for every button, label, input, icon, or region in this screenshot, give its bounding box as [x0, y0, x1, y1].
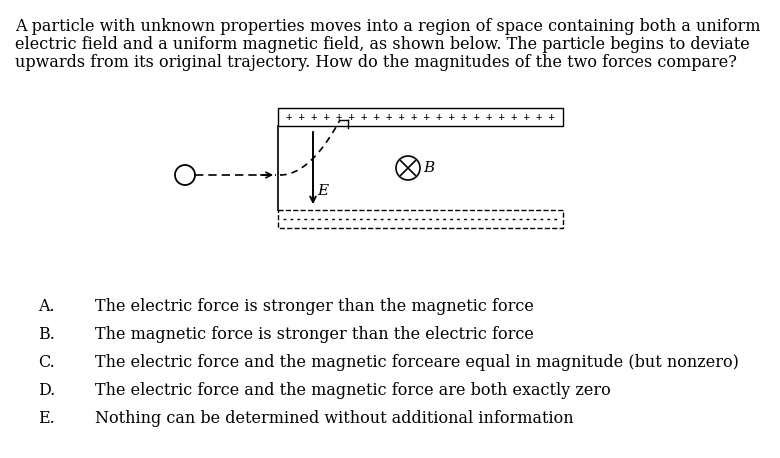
- Text: electric field and a uniform magnetic field, as shown below. The particle begins: electric field and a uniform magnetic fi…: [15, 36, 750, 53]
- Text: C.: C.: [38, 354, 55, 371]
- Text: + + + + + + + + + + + + + + + + + + + + + +: + + + + + + + + + + + + + + + + + + + + …: [286, 112, 555, 122]
- Text: The magnetic force is stronger than the electric force: The magnetic force is stronger than the …: [95, 326, 534, 343]
- Bar: [278, 108, 563, 126]
- Circle shape: [175, 165, 195, 185]
- Circle shape: [396, 156, 420, 180]
- Text: upwards from its original trajectory. How do the magnitudes of the two forces co: upwards from its original trajectory. Ho…: [15, 54, 737, 71]
- Text: B.: B.: [38, 326, 55, 343]
- Text: E: E: [317, 184, 328, 198]
- Bar: [278, 210, 563, 228]
- Text: The electric force and the magnetic forceare equal in magnitude (but nonzero): The electric force and the magnetic forc…: [95, 354, 739, 371]
- Text: D.: D.: [38, 382, 55, 399]
- Text: Nothing can be determined without additional information: Nothing can be determined without additi…: [95, 410, 573, 427]
- Text: The electric force and the magnetic force are both exactly zero: The electric force and the magnetic forc…: [95, 382, 611, 399]
- Text: B: B: [423, 161, 434, 175]
- Text: E.: E.: [38, 410, 55, 427]
- Text: A particle with unknown properties moves into a region of space containing both : A particle with unknown properties moves…: [15, 18, 760, 35]
- Text: The electric force is stronger than the magnetic force: The electric force is stronger than the …: [95, 298, 534, 315]
- Text: A.: A.: [38, 298, 55, 315]
